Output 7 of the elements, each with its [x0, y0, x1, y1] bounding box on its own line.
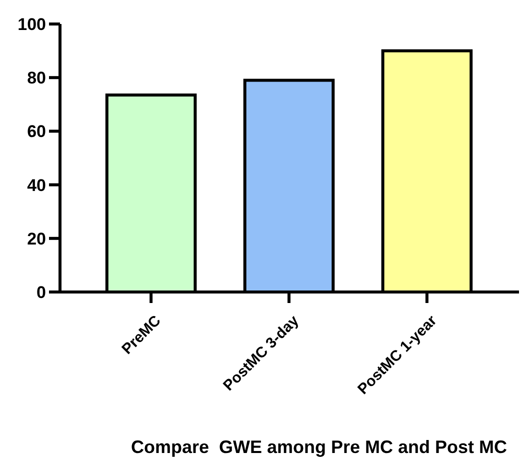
- x-axis-title: Compare GWE among Pre MC and Post MC: [130, 437, 508, 457]
- y-tick-label: 80: [27, 68, 46, 88]
- y-tick-label: 20: [27, 229, 46, 248]
- y-tick-label: 40: [27, 176, 46, 195]
- y-tick-label: 100: [18, 14, 46, 34]
- y-tick-label: 0: [36, 282, 46, 302]
- y-tick-label: 60: [27, 122, 46, 142]
